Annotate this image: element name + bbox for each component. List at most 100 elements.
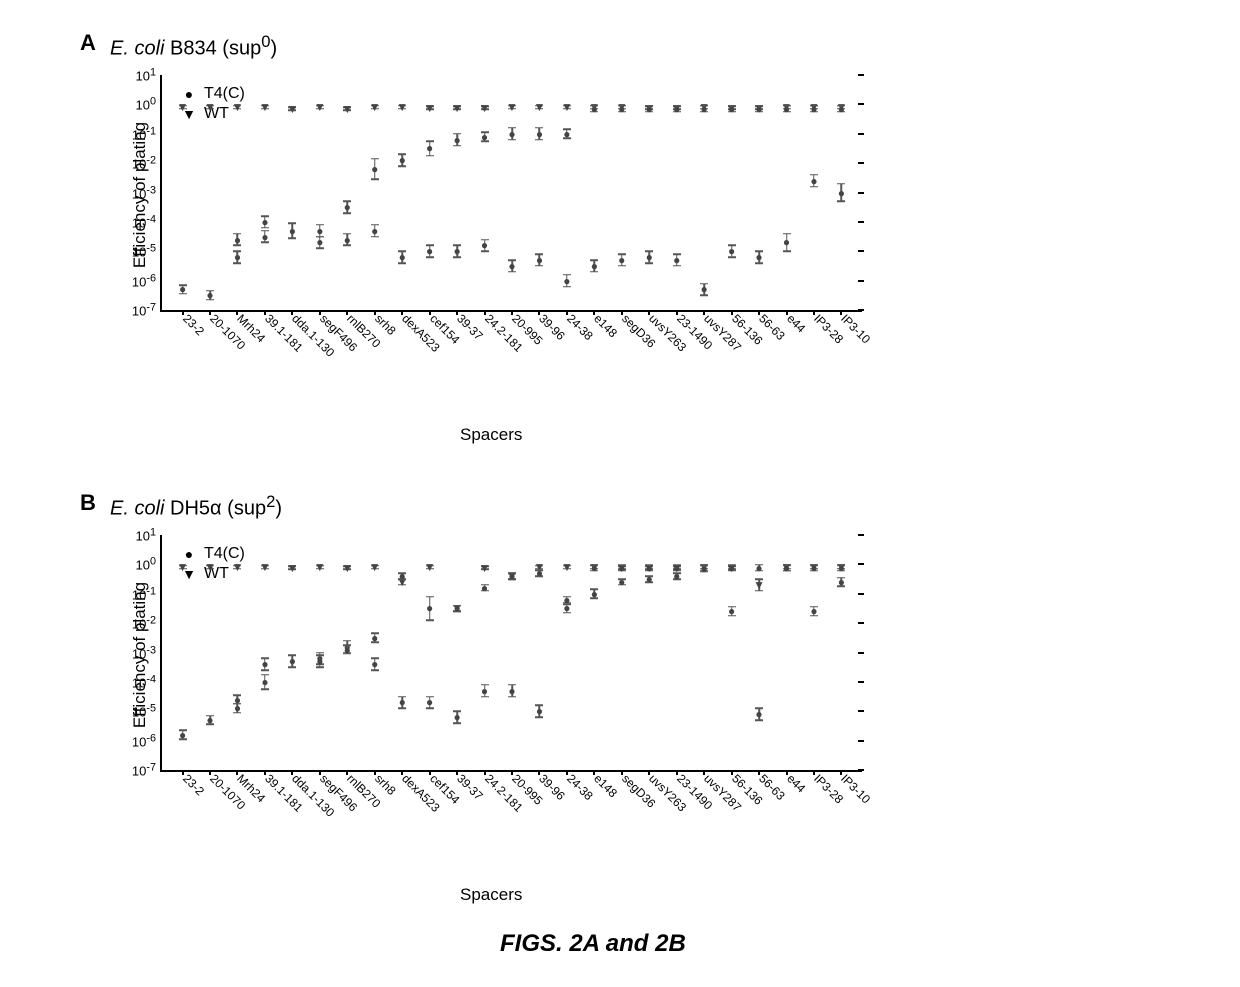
data-point: ▼ [232, 560, 244, 574]
data-point: ● [234, 250, 241, 264]
xtick-mark [456, 310, 458, 315]
xtick-mark [511, 310, 513, 315]
data-point: ● [371, 657, 378, 671]
data-point: ▼ [424, 101, 436, 115]
data-point: ● [838, 575, 845, 589]
xtick-mark [648, 770, 650, 775]
xtick-mark [621, 770, 623, 775]
data-point: ● [755, 102, 762, 116]
data-point: ● [701, 102, 708, 116]
ytick-mark [858, 534, 864, 536]
data-point: ● [618, 253, 625, 267]
xtick-mark [566, 770, 568, 775]
ytick-label: 10-5 [132, 243, 162, 260]
xtick-mark [264, 770, 266, 775]
xtick-mark [538, 770, 540, 775]
panel-b-title-suffix: ) [275, 498, 282, 520]
panel-a-label: A [80, 30, 96, 56]
ytick-mark [858, 103, 864, 105]
data-point: ▼ [286, 102, 298, 116]
ytick-label: 10-5 [132, 703, 162, 720]
xtick-mark [484, 770, 486, 775]
data-point: ● [426, 141, 433, 155]
ytick-mark [858, 250, 864, 252]
error-bar-cap [837, 201, 845, 203]
xtick-mark [429, 770, 431, 775]
panel-a-title-suffix: ) [270, 38, 277, 60]
xtick-mark [538, 310, 540, 315]
data-point: ● [261, 657, 268, 671]
data-point: ▼ [177, 560, 189, 574]
data-point: ▼ [396, 100, 408, 114]
xtick-mark [346, 310, 348, 315]
data-point: ● [536, 704, 543, 718]
ytick-mark [858, 593, 864, 595]
data-point: ● [344, 233, 351, 247]
xtick-mark [264, 310, 266, 315]
ytick-label: 10-7 [132, 761, 162, 778]
xtick-mark [182, 770, 184, 775]
figure-container: A E. coli B834 (sup0) ● T4(C) ▼ WT Effic… [20, 20, 1220, 967]
data-point: ● [591, 102, 598, 116]
xtick-mark [209, 770, 211, 775]
data-point: ▼ [204, 100, 216, 114]
data-point: ▼ [369, 560, 381, 574]
data-point: ● [673, 253, 680, 267]
ytick-mark [858, 221, 864, 223]
data-point: ● [618, 561, 625, 575]
data-point: ● [344, 643, 351, 657]
error-bar-cap [426, 619, 434, 621]
error-bar-cap [783, 251, 791, 253]
xtick-mark [291, 770, 293, 775]
data-point: ● [399, 250, 406, 264]
panel-b-title-prefix: E. coli [110, 498, 164, 520]
data-point: ▼ [259, 100, 271, 114]
xtick-label: 24-38 [564, 311, 596, 343]
ytick-label: 10-3 [132, 644, 162, 661]
ytick-mark [858, 740, 864, 742]
data-point: ● [755, 561, 762, 575]
xtick-mark [648, 310, 650, 315]
data-point: ● [591, 259, 598, 273]
data-point: ▼ [341, 102, 353, 116]
xtick-mark [566, 310, 568, 315]
xtick-mark [593, 310, 595, 315]
data-point: ● [810, 102, 817, 116]
ytick-label: 10-7 [132, 301, 162, 318]
ytick-mark [858, 162, 864, 164]
data-point: ● [591, 587, 598, 601]
xtick-mark [840, 770, 842, 775]
data-point: ● [179, 282, 186, 296]
data-point: ● [206, 713, 213, 727]
data-point: ▼ [451, 101, 463, 115]
data-point: ● [536, 566, 543, 580]
xtick-mark [209, 310, 211, 315]
xtick-mark [593, 770, 595, 775]
panel-a-title: E. coli B834 (sup0) [110, 32, 277, 61]
panel-a-xlabel: Spacers [460, 425, 522, 445]
data-point: ▼ [424, 560, 436, 574]
data-point: ● [371, 162, 378, 176]
xtick-label: 24-38 [564, 771, 596, 803]
ytick-label: 10-6 [132, 272, 162, 289]
data-point: ● [563, 274, 570, 288]
data-point: ● [755, 707, 762, 721]
data-point: ● [179, 728, 186, 742]
ytick-label: 10-2 [132, 154, 162, 171]
data-point: ● [838, 102, 845, 116]
data-point: ● [728, 604, 735, 618]
data-point: ▼ [479, 101, 491, 115]
xtick-mark [731, 770, 733, 775]
data-point: ● [508, 127, 515, 141]
ytick-label: 10-4 [132, 673, 162, 690]
panel-b-title-strain: DH5α (sup [170, 498, 266, 520]
error-bar-cap [371, 158, 379, 160]
ytick-mark [858, 309, 864, 311]
xtick-mark [182, 310, 184, 315]
data-point: ● [728, 244, 735, 258]
xtick-mark [758, 770, 760, 775]
data-point: ● [563, 127, 570, 141]
xtick-mark [374, 310, 376, 315]
xtick-mark [840, 310, 842, 315]
data-point: ● [810, 604, 817, 618]
